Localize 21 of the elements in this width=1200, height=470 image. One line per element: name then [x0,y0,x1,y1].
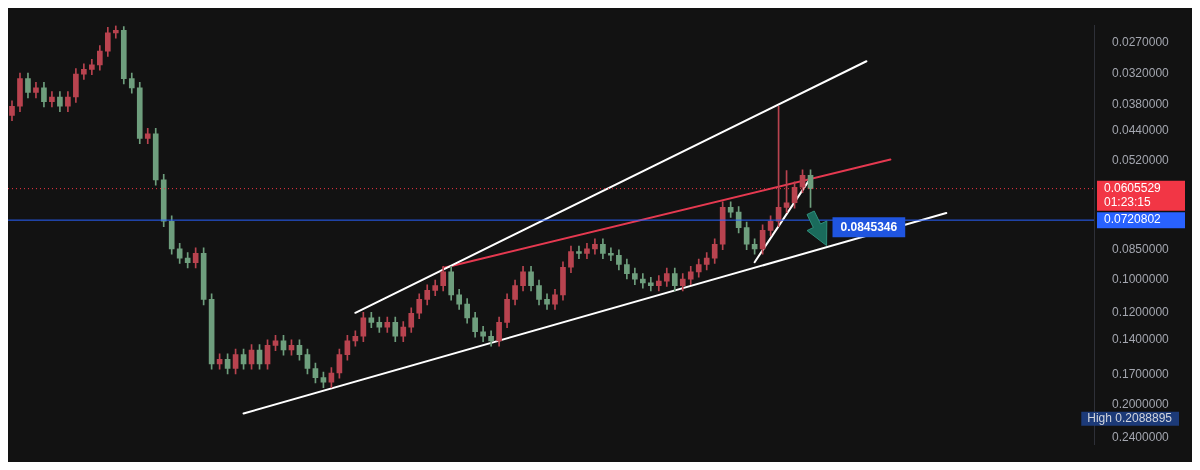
candlestick [608,247,614,261]
y-tick-label: 0.0440000 [1112,123,1170,138]
ref-line-label: 0.0605529 01:23:15 [1104,180,1162,209]
y-tick-label: 0.2400000 [1112,429,1170,444]
y-tick-label: 0.0520000 [1112,153,1170,168]
annotation: 0.0845346 [840,219,898,234]
annotation: High 0.2088895 [1087,411,1173,426]
y-tick-label: 0.1700000 [1112,367,1170,382]
y-tick-label: 0.1000000 [1112,271,1170,286]
candlestick [576,245,582,260]
ref-line-label: 0.0720802 [1104,212,1162,227]
candlestick [647,277,654,292]
candlestick [112,25,119,39]
y-tick-label: 0.0320000 [1112,65,1170,80]
y-tick-label: 0.2000000 [1112,396,1170,411]
y-tick-label: 0.1400000 [1112,332,1170,347]
y-tick-label: 0.0380000 [1112,96,1170,111]
candlestick [640,273,646,289]
y-tick-label: 0.1200000 [1112,304,1170,319]
y-tick-label: 0.0270000 [1112,35,1170,50]
y-tick-label: 0.0850000 [1112,242,1170,257]
